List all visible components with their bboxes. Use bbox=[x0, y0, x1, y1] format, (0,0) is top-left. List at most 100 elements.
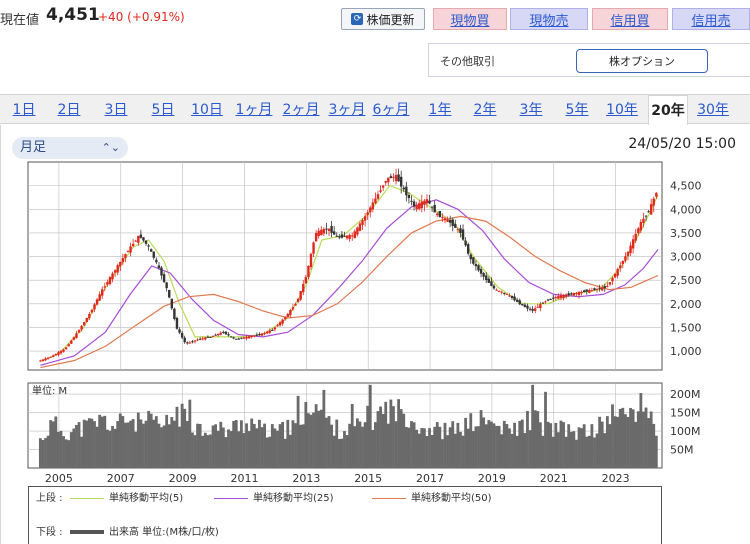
price-tick-label-6: 1,500 bbox=[670, 321, 702, 334]
candle-body-181 bbox=[505, 293, 509, 295]
refresh-price-button[interactable]: ⟳ 株価更新 bbox=[341, 8, 425, 30]
tab-period-11[interactable]: 3年 bbox=[519, 102, 543, 118]
volume-bar-17 bbox=[82, 419, 86, 468]
stock-option-button[interactable]: 株オプション bbox=[576, 49, 708, 73]
tab-period-15[interactable]: 30年 bbox=[697, 102, 729, 118]
tab-period-10[interactable]: 2年 bbox=[473, 102, 497, 118]
candle-body-74 bbox=[229, 336, 233, 338]
volume-bar-0 bbox=[38, 438, 42, 468]
candle-body-207 bbox=[572, 293, 576, 296]
volume-bar-10 bbox=[64, 439, 68, 468]
candle-body-104 bbox=[307, 265, 310, 278]
candle-body-97 bbox=[289, 310, 292, 316]
volume-bar-33 bbox=[124, 422, 127, 468]
cash-sell-button[interactable]: 現物売 bbox=[510, 8, 588, 30]
tab-period-2[interactable]: 3日 bbox=[104, 102, 128, 118]
candle-body-109 bbox=[320, 229, 323, 236]
candle-body-29 bbox=[113, 270, 117, 273]
candle-body-214 bbox=[590, 290, 594, 292]
candle-body-171 bbox=[479, 268, 483, 274]
volume-bar-125 bbox=[361, 426, 364, 468]
candle-body-49 bbox=[165, 282, 168, 289]
cash-buy-button[interactable]: 現物買 bbox=[433, 8, 507, 30]
volume-bar-53 bbox=[175, 406, 179, 468]
volume-bar-161 bbox=[453, 433, 457, 468]
candle-body-215 bbox=[593, 288, 596, 291]
volume-bar-54 bbox=[178, 426, 181, 468]
candle-body-64 bbox=[204, 337, 207, 340]
volume-bar-182 bbox=[508, 428, 511, 468]
current-price-value: 4,451 bbox=[46, 5, 100, 25]
tab-period-14[interactable]: 20年 bbox=[648, 95, 688, 125]
volume-bar-220 bbox=[605, 416, 609, 468]
candle-body-37 bbox=[134, 240, 137, 242]
tab-period-0[interactable]: 1日 bbox=[12, 102, 36, 118]
candle-body-26 bbox=[106, 282, 109, 285]
tab-period-4[interactable]: 10日 bbox=[191, 102, 223, 118]
candle-body-217 bbox=[598, 287, 601, 289]
price-tick-label-4: 2,500 bbox=[670, 274, 702, 287]
volume-bar-106 bbox=[312, 412, 315, 468]
candle-body-142 bbox=[405, 186, 408, 196]
margin-sell-button[interactable]: 信用売 bbox=[672, 8, 750, 30]
volume-bar-63 bbox=[201, 435, 205, 468]
candle-body-30 bbox=[116, 265, 119, 273]
volume-bar-105 bbox=[309, 414, 313, 468]
volume-bar-146 bbox=[415, 429, 419, 468]
tab-period-5[interactable]: 1ヶ月 bbox=[235, 102, 273, 118]
volume-bar-128 bbox=[368, 384, 372, 468]
volume-bar-164 bbox=[461, 435, 465, 468]
candle-body-61 bbox=[196, 339, 199, 341]
candle-body-144 bbox=[410, 200, 413, 202]
volume-bar-32 bbox=[121, 416, 125, 468]
volume-bar-187 bbox=[520, 419, 524, 468]
tab-period-13[interactable]: 10年 bbox=[606, 102, 638, 118]
volume-bar-31 bbox=[118, 413, 122, 468]
tab-period-9[interactable]: 1年 bbox=[428, 102, 452, 118]
volume-bar-35 bbox=[129, 420, 132, 468]
volume-bar-188 bbox=[523, 432, 527, 468]
candle-body-211 bbox=[582, 290, 586, 292]
tab-period-3[interactable]: 5日 bbox=[151, 102, 175, 118]
volume-bar-76 bbox=[234, 420, 238, 468]
tab-period-6[interactable]: 2ヶ月 bbox=[282, 102, 320, 118]
candle-body-226 bbox=[621, 260, 625, 265]
tab-period-12[interactable]: 5年 bbox=[565, 102, 589, 118]
volume-bar-117 bbox=[340, 438, 344, 468]
volume-bar-151 bbox=[428, 428, 431, 468]
candle-body-170 bbox=[477, 265, 480, 271]
interval-select[interactable]: 月足 ⌃⌄ bbox=[12, 137, 128, 159]
volume-bar-120 bbox=[348, 423, 352, 468]
volume-bar-239 bbox=[654, 435, 658, 468]
candle-body-136 bbox=[389, 176, 393, 179]
candle-body-47 bbox=[160, 267, 163, 276]
candle-body-138 bbox=[394, 174, 398, 182]
volume-bar-98 bbox=[291, 420, 295, 468]
volume-bar-95 bbox=[283, 438, 287, 468]
volume-bar-60 bbox=[193, 435, 197, 468]
volume-bar-201 bbox=[556, 432, 560, 468]
candle-body-25 bbox=[103, 286, 107, 288]
volume-bar-233 bbox=[639, 393, 643, 468]
x-axis: 2005 2007 2009 2011 2013 2015 2017 2019 2021 2023 bbox=[45, 472, 630, 485]
margin-buy-button[interactable]: 信用買 bbox=[592, 8, 668, 30]
volume-bar-210 bbox=[580, 428, 583, 468]
candle-body-205 bbox=[567, 293, 570, 295]
tab-period-1[interactable]: 2日 bbox=[57, 102, 81, 118]
volume-bar-59 bbox=[191, 432, 194, 468]
candle-body-82 bbox=[250, 336, 253, 338]
volume-bar-64 bbox=[203, 432, 207, 468]
candle-body-176 bbox=[492, 285, 496, 289]
volume-bar-184 bbox=[513, 422, 516, 468]
volume-bar-73 bbox=[227, 429, 230, 468]
refresh-label: 株価更新 bbox=[366, 12, 415, 27]
candle-body-72 bbox=[224, 331, 228, 335]
candle-body-128 bbox=[369, 207, 372, 213]
tab-period-8[interactable]: 6ヶ月 bbox=[372, 102, 410, 118]
interval-value: 月足 bbox=[20, 140, 47, 155]
candle-body-65 bbox=[206, 336, 210, 338]
candle-body-7 bbox=[57, 352, 60, 355]
legend-ma50-label: 単純移動平均(50) bbox=[411, 493, 492, 504]
tab-period-7[interactable]: 3ヶ月 bbox=[328, 102, 366, 118]
